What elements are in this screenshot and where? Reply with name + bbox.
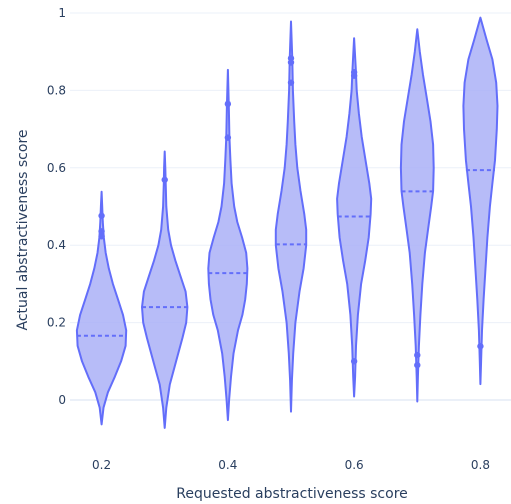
violin-body [207,68,249,422]
violin-0.3 [141,150,189,429]
y-tick-label: 0.4 [47,238,66,252]
outlier-point [224,134,232,141]
y-tick-label: 1 [58,6,66,20]
y-tick-label: 0.8 [47,83,66,97]
y-axis-title: Actual abstractiveness score [15,129,31,330]
y-tick-label: 0.6 [47,161,66,175]
y-tick-labels: 0 0.2 0.4 0.6 0.8 1 [47,6,66,407]
violin-body [75,190,128,426]
outlier-point [350,72,358,79]
violin-0.2 [75,190,128,426]
violins [75,16,499,429]
outlier-point [477,343,484,350]
violin-0.6 [336,37,373,398]
outlier-point [414,361,421,369]
outlier-point [161,176,168,183]
x-tick-label: 0.6 [345,458,364,472]
outlier-point [350,358,358,365]
x-axis-title: Requested abstractiveness score [176,486,408,502]
violin-body [462,16,499,386]
violin-0.4 [207,68,249,422]
outlier-point [287,59,295,66]
violin-0.5 [274,20,308,413]
violin-body [399,28,435,403]
x-tick-label: 0.2 [92,458,111,472]
x-tick-labels: 0.2 0.4 0.6 0.8 [92,458,490,472]
violin-body [274,20,308,413]
outlier-point [224,100,232,108]
x-tick-label: 0.4 [218,458,237,472]
outlier-point [287,79,295,86]
outlier-point [414,351,421,359]
violin-body [141,150,189,429]
outlier-point [98,228,105,235]
y-tick-label: 0.2 [47,316,66,330]
violin-0.7 [399,28,435,403]
violin-0.8 [462,16,499,386]
outlier-point [98,212,105,219]
y-tick-label: 0 [58,393,66,407]
x-tick-label: 0.8 [471,458,490,472]
outlier-point [98,233,105,240]
